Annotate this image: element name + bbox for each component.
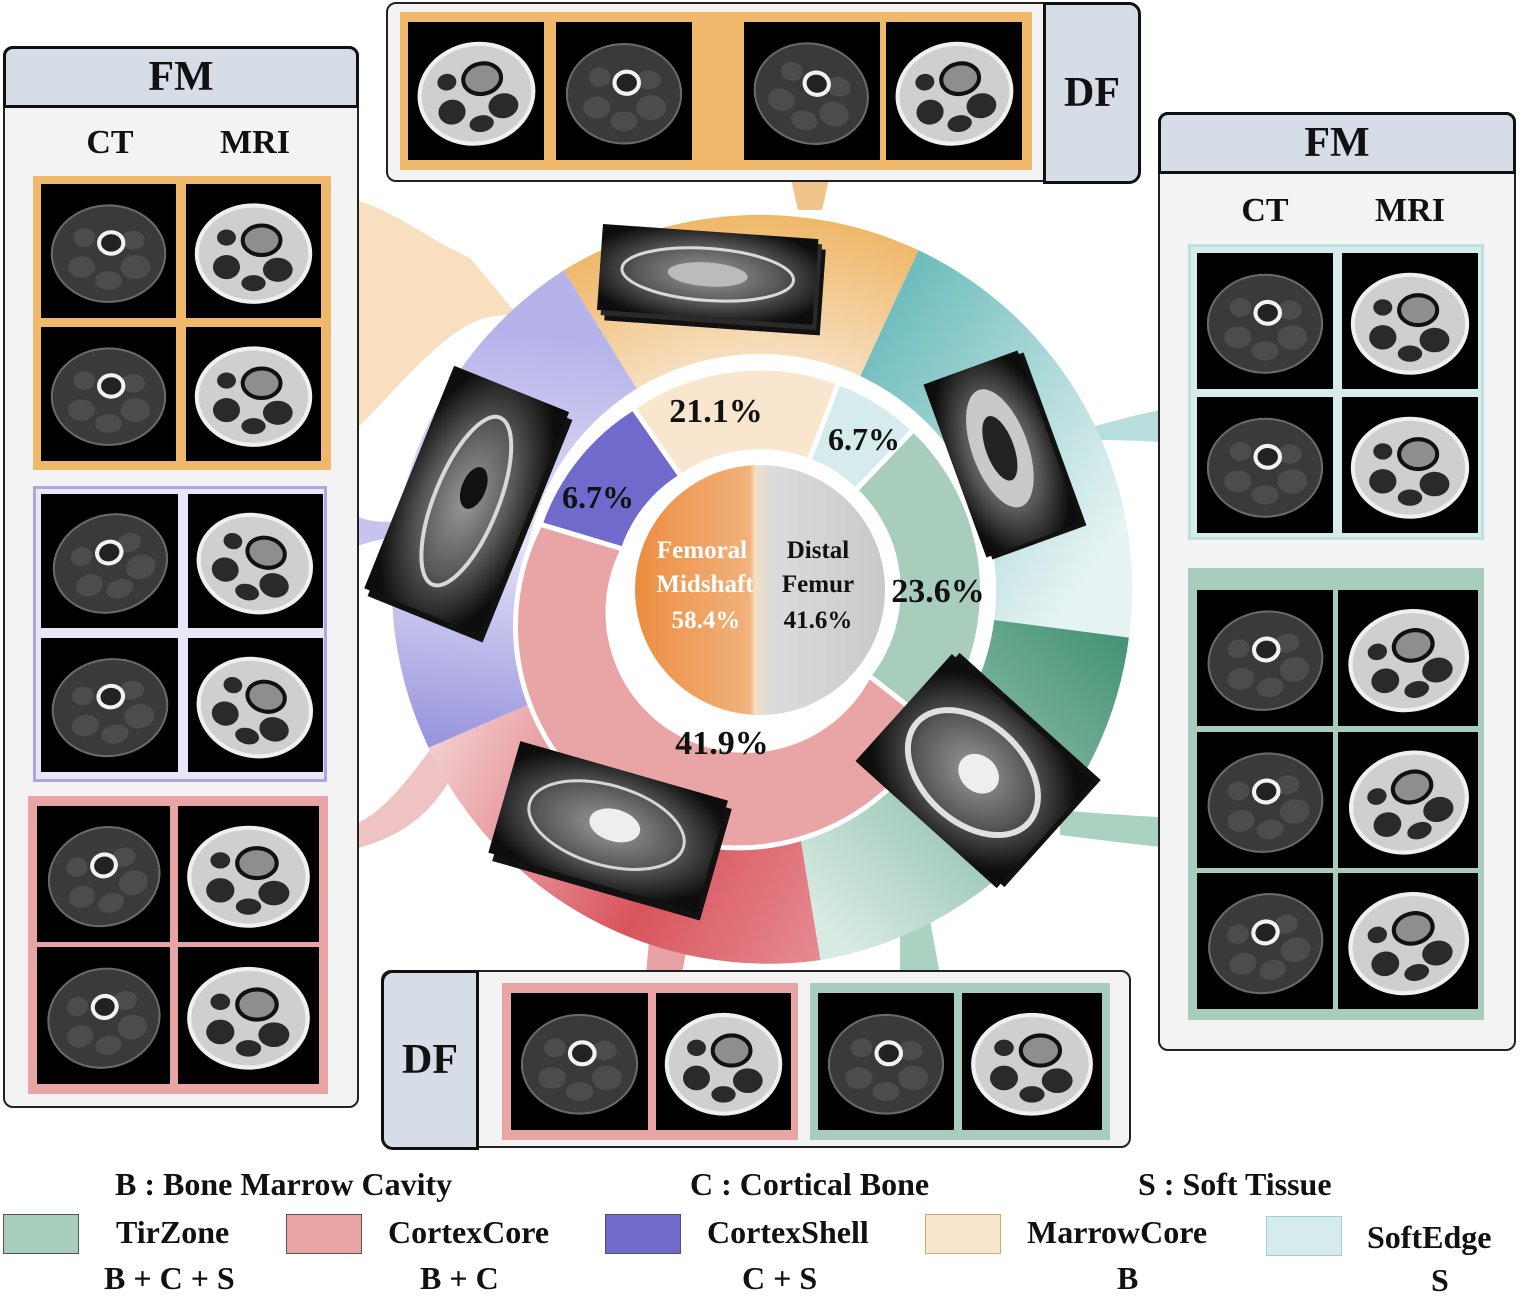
legend-swatch-softedge [1266, 1216, 1342, 1256]
legend-formula-cortexshell: C + S [742, 1260, 818, 1296]
mri-scan-image [1338, 590, 1478, 726]
center-right-line2: Femur [782, 571, 854, 598]
legend-formula-marrowcore: B [1117, 1260, 1139, 1296]
legend-name-tirzone: TirZone [116, 1214, 230, 1250]
label-softedge: 6.7% [828, 421, 900, 457]
mri-scan-image [408, 22, 544, 160]
ct-scan-image [1197, 253, 1333, 389]
donut-center [635, 465, 885, 715]
legend-formula-tirzone: B + C + S [104, 1260, 235, 1296]
ct-scan-image [1197, 732, 1333, 868]
ct-scan-image [511, 993, 648, 1130]
ct-scan-image [41, 184, 176, 318]
mri-scan-image [178, 806, 319, 942]
legend-abbrev-s: S : Soft Tissue [1138, 1166, 1332, 1202]
center-left-line1: Femoral [657, 537, 747, 564]
ct-scan-image [41, 494, 178, 628]
mri-scan-image [188, 638, 323, 772]
legend-name-cortexshell: CortexShell [707, 1214, 869, 1250]
left-fm-title: FM [3, 46, 359, 108]
right-fm-title: FM [1158, 112, 1516, 174]
mri-scan-image [962, 993, 1102, 1130]
legend-formula-softedge: S [1431, 1262, 1449, 1298]
center-right-line1: Distal [787, 537, 850, 564]
center-right-value: 41.6% [784, 607, 853, 634]
left-col-mri: MRI [220, 124, 290, 161]
legend-name-softedge: SoftEdge [1367, 1219, 1492, 1255]
ct-scan-image [37, 806, 170, 942]
mri-scan-image [1342, 253, 1478, 389]
mri-scan-image [186, 184, 321, 318]
label-tirzone: 23.6% [891, 573, 985, 610]
ct-scan-image [818, 993, 954, 1130]
ct-scan-image [1197, 590, 1333, 726]
ct-scan-image [744, 22, 880, 160]
legend-swatch-marrowcore [925, 1214, 1001, 1254]
mri-scan-image [1338, 873, 1478, 1009]
legend-name-marrowcore: MarrowCore [1027, 1214, 1208, 1250]
legend-swatch-cortexcore [286, 1214, 362, 1254]
right-col-ct: CT [1241, 192, 1289, 229]
mri-scan-image [188, 494, 323, 628]
mri-scan-image [178, 947, 319, 1084]
bottom-df-title: DF [381, 970, 479, 1150]
connector-tirzone-bottom [900, 920, 940, 975]
left-col-ct: CT [86, 124, 134, 161]
ct-scan-image [41, 327, 176, 461]
ct-scan-image [1197, 397, 1333, 533]
legend-swatch-cortexshell [605, 1214, 681, 1254]
ct-scan-image [37, 947, 170, 1084]
right-col-mri: MRI [1375, 192, 1445, 229]
label-cortexcore: 41.9% [675, 725, 769, 762]
center-left-line2: Midshaft [656, 571, 754, 598]
top-df-title: DF [1043, 2, 1141, 184]
ct-scan-image [41, 638, 178, 772]
connector-marrowcore-top [790, 175, 830, 210]
mri-scan-image [1342, 397, 1478, 533]
label-cortexshell: 6.7% [562, 479, 634, 515]
legend-abbrev-b: B : Bone Marrow Cavity [115, 1166, 453, 1202]
legend-swatch-tirzone [3, 1214, 79, 1254]
ct-scan-image [1197, 873, 1333, 1009]
legend-abbrev-c: C : Cortical Bone [690, 1166, 930, 1202]
label-marrowcore: 21.1% [669, 393, 763, 430]
legend-name-cortexcore: CortexCore [388, 1214, 550, 1250]
mri-scan-image [186, 327, 321, 461]
mri-scan-image [1338, 732, 1478, 868]
legend-formula-cortexcore: B + C [420, 1260, 499, 1296]
mri-scan-image [656, 993, 791, 1130]
center-left-value: 58.4% [672, 607, 741, 634]
ct-scan-image [556, 22, 692, 160]
mri-scan-image [886, 22, 1022, 160]
